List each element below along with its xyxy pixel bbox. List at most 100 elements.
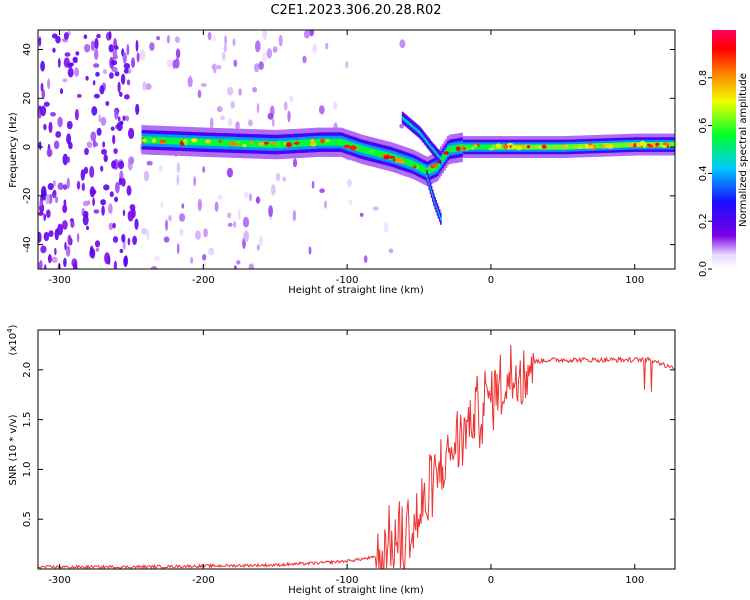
branch-cell xyxy=(419,130,421,135)
noise-cell xyxy=(324,200,327,209)
branch-cell xyxy=(436,152,438,156)
band-cell xyxy=(626,142,629,148)
band-cell xyxy=(443,152,446,160)
peak-cell xyxy=(607,144,614,149)
noise-cell xyxy=(139,49,146,61)
noise-cell xyxy=(267,112,274,120)
peak-cell xyxy=(320,138,325,144)
band-cell xyxy=(345,140,348,148)
band-cell xyxy=(574,144,577,150)
noise-cell xyxy=(95,247,100,252)
band-cell xyxy=(481,144,484,150)
band-cell xyxy=(550,144,553,150)
noise-cell xyxy=(39,260,43,269)
noise-cell xyxy=(100,199,106,206)
noise-cell xyxy=(212,63,217,74)
y-tick-label: 0 xyxy=(22,144,33,150)
peak-cell xyxy=(635,142,641,147)
noise-cell xyxy=(166,59,173,68)
noise-cell xyxy=(64,52,71,57)
noise-cell xyxy=(123,68,129,74)
band-cell xyxy=(621,142,624,148)
noise-cell xyxy=(116,121,123,132)
noise-cell xyxy=(38,231,42,243)
branch-cell xyxy=(402,117,405,121)
colorbar-tick-label: 0.6 xyxy=(698,118,709,134)
snr-x-axis-label: Height of straight line (km) xyxy=(288,585,424,596)
noise-cell xyxy=(55,196,59,204)
x-tick-label: 100 xyxy=(625,575,644,586)
noise-cell xyxy=(150,266,158,269)
band-cell xyxy=(529,144,532,150)
band-cell xyxy=(486,144,489,150)
band-cell xyxy=(624,142,627,148)
noise-cell xyxy=(40,60,45,72)
band-cell xyxy=(331,138,334,146)
noise-cell xyxy=(81,182,86,192)
spectrogram-cells xyxy=(38,30,675,269)
y-tick-label: -40 xyxy=(22,236,33,252)
branch-cell xyxy=(417,129,420,134)
snr-y-unit-exponent: 4 xyxy=(6,328,14,333)
snr-frame xyxy=(37,329,676,570)
noise-cell xyxy=(131,208,136,219)
noise-cell xyxy=(142,81,147,91)
band-cell xyxy=(448,145,451,153)
branch-cell xyxy=(409,122,412,127)
noise-cell xyxy=(127,237,131,246)
noise-cell xyxy=(158,164,164,173)
noise-cell xyxy=(145,83,152,90)
spectrogram-x-axis-label: Height of straight line (km) xyxy=(288,285,424,296)
noise-cell xyxy=(266,48,273,59)
noise-cell xyxy=(75,51,80,56)
spectrogram-frame xyxy=(37,29,676,270)
noise-cell xyxy=(383,222,389,233)
band-cell xyxy=(224,139,227,147)
noise-cell xyxy=(89,166,95,178)
noise-cell xyxy=(67,67,74,78)
noise-cell xyxy=(93,63,100,68)
noise-cell xyxy=(223,44,227,53)
branch-cell xyxy=(435,150,437,155)
noise-cell xyxy=(135,103,140,116)
noise-cell xyxy=(57,116,63,128)
band-cell xyxy=(552,144,555,150)
noise-cell xyxy=(110,126,115,131)
peak-cell xyxy=(526,145,531,149)
noise-cell xyxy=(92,197,95,207)
peak-cell xyxy=(258,142,265,147)
band-cell xyxy=(576,144,579,150)
noise-cell xyxy=(197,198,202,211)
band-cell xyxy=(660,142,664,148)
noise-cell xyxy=(51,256,58,263)
band-cell xyxy=(521,144,524,150)
noise-cell xyxy=(215,65,222,70)
band-cell xyxy=(659,142,662,148)
band-cell xyxy=(421,165,424,173)
branch-cell xyxy=(438,213,441,218)
noise-cell xyxy=(258,61,264,70)
noise-cell xyxy=(166,35,170,44)
peak-cell xyxy=(516,145,523,151)
noise-cell xyxy=(226,167,233,178)
noise-cell xyxy=(53,140,60,150)
noise-cell xyxy=(346,178,353,188)
noise-cell xyxy=(255,196,261,204)
noise-cell xyxy=(221,51,226,61)
noise-cell xyxy=(66,133,72,145)
band-cell xyxy=(329,138,332,146)
snr-y-axis-label: SNR (10 * v/v) xyxy=(8,414,19,485)
noise-cell xyxy=(132,235,138,245)
band-cell xyxy=(597,143,600,149)
band-cell xyxy=(255,140,258,148)
noise-cell xyxy=(272,46,278,53)
peak-cell xyxy=(577,145,583,149)
peak-cell xyxy=(142,138,146,142)
noise-cell xyxy=(287,110,291,123)
noise-cell xyxy=(114,196,119,202)
noise-cell xyxy=(80,169,86,181)
band-cell xyxy=(555,144,558,150)
noise-cell xyxy=(57,182,64,190)
x-tick-label: -100 xyxy=(336,275,359,286)
noise-cell xyxy=(105,101,110,106)
